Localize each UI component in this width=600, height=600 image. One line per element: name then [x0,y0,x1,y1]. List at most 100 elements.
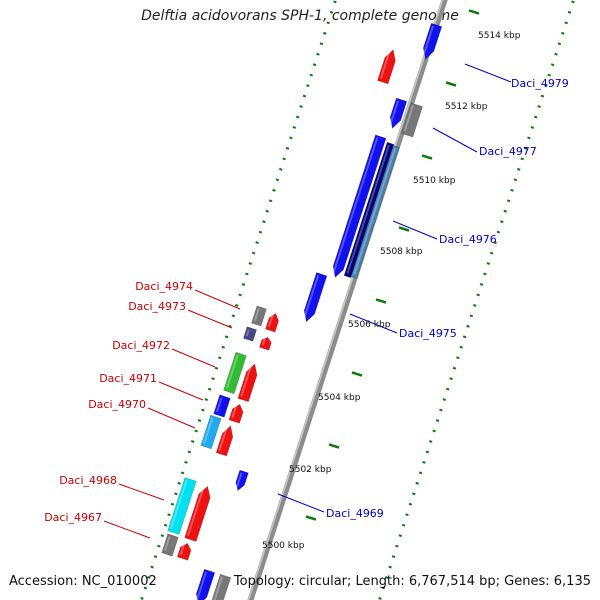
label-leader-line [187,309,233,329]
gene-block-daci-4971[interactable] [213,394,231,418]
ruler-label-5502: 5502 kbp [289,465,332,475]
gene-block-daci-4968[interactable] [167,477,197,535]
gene-arrow-daci-4970-highlight [218,426,229,451]
gene-block-daci-4974-highlight [253,308,260,322]
genome-backbone-highlight [247,0,444,600]
label-leaders [103,63,512,539]
gene-label-daci-4975[interactable]: Daci_4975 [399,327,457,340]
gene-arrow-daci-4971[interactable] [228,403,244,424]
ruler-tick [398,226,410,232]
ruler-label-5506: 5506 kbp [348,320,391,330]
gene-label-daci-4976[interactable]: Daci_4976 [439,233,497,246]
gene-block-daci-4967-highlight [164,536,171,551]
gene-block-daci-4972[interactable] [223,351,247,395]
gene-arrow-blue-bottom-highlight [195,571,207,600]
label-leader-line [103,520,151,539]
gene-arrow-daci-4974[interactable] [265,312,279,333]
gene-arrow-red-top-highlight [379,50,391,79]
gene-arrow-daci-4970[interactable] [215,425,234,457]
genes-layer [161,22,443,600]
gene-arrow-daci-4969-highlight [236,472,243,488]
ruler-label-5512: 5512 kbp [445,102,488,112]
gene-arrow-blue-5512-highlight [389,100,400,125]
gene-arrow-blue-bottom[interactable] [195,568,216,600]
genome-backbone [247,0,448,600]
label-leader-line [158,381,204,401]
gene-block-daci-4970[interactable] [200,414,222,450]
gene-label-daci-4970[interactable]: Daci_4970 [88,398,146,411]
ruler-tick [445,81,457,87]
gene-arrow-daci-4979[interactable] [422,22,443,60]
gene-label-daci-4973[interactable]: Daci_4973 [128,300,186,313]
label-leader-line [349,313,398,334]
gene-label-daci-4971[interactable]: Daci_4971 [99,372,157,385]
gene-arrow-daci-4973-highlight [261,338,266,346]
gene-block-daci-4974[interactable] [251,305,267,327]
gene-label-daci-4967[interactable]: Daci_4967 [44,511,102,524]
gene-arrow-daci-4973[interactable] [259,336,272,351]
label-leader-line [277,493,325,513]
ruler-tick [375,298,387,304]
label-leader-line [147,407,196,429]
gene-arrow-daci-4968[interactable] [184,485,211,542]
gene-label-daci-4972[interactable]: Daci_4972 [112,339,170,352]
gene-block-daci-4973-highlight [245,329,250,337]
gene-arrow-daci-4976[interactable] [332,134,387,278]
gene-block-daci-4970-highlight [203,417,214,444]
gene-label-daci-4974[interactable]: Daci_4974 [135,280,193,293]
ruler-tick [351,371,363,377]
ruler-label-5508: 5508 kbp [380,247,423,257]
gene-arrow-red-top[interactable] [377,49,396,85]
gene-label-daci-4969[interactable]: Daci_4969 [326,507,384,520]
ruler-tick [305,515,317,521]
gene-arrow-daci-4972[interactable] [237,363,258,403]
gene-arrow-daci-4975[interactable] [303,272,328,323]
gene-block-navy-5508-highlight [346,144,390,274]
gene-block-steel-5508-highlight [353,147,397,275]
gene-block-navy-5508[interactable] [343,141,395,279]
gene-arrow-blue-5512[interactable] [389,97,408,129]
gene-block-daci-4977[interactable] [401,102,423,138]
gene-label-daci-4979[interactable]: Daci_4979 [511,77,569,90]
label-leader-line [464,63,512,83]
scale-ring-outer [377,0,576,600]
gene-block-daci-4968-highlight [170,479,188,529]
gene-arrow-daci-4968-highlight [187,486,205,536]
ruler-label-5510: 5510 kbp [413,176,456,186]
gene-block-steel-5508[interactable] [350,145,400,279]
ruler-tick [328,443,340,449]
gene-block-daci-4967[interactable] [161,533,179,557]
gene-block-daci-4977-highlight [403,105,414,132]
gene-arrow-daci-4979-highlight [422,25,434,56]
gene-arrow-daci-4967-highlight [179,544,185,556]
label-leader-line [171,348,216,368]
gene-arrow-daci-4971-highlight [231,405,238,419]
gene-arrow-daci-4972-highlight [240,364,253,397]
label-leader-line [432,127,478,153]
accession-text: Accession: NC_010002 [9,574,157,589]
label-leader-line [392,220,438,240]
label-leader-line [194,289,241,310]
gene-block-daci-4972-highlight [226,354,239,389]
gene-arrow-daci-4967[interactable] [176,542,192,561]
ruler-tick [468,9,480,15]
gene-arrow-daci-4975-highlight [303,274,320,319]
ruler-label-5514: 5514 kbp [478,31,521,41]
gene-arrow-daci-4974-highlight [267,314,274,328]
ruler-label-5500: 5500 kbp [262,541,305,551]
ruler-ticks [305,9,480,521]
gene-label-daci-4968[interactable]: Daci_4968 [59,474,117,487]
gene-arrow-daci-4976-highlight [332,137,379,274]
ruler-label-5504: 5504 kbp [318,393,361,403]
gene-label-daci-4977[interactable]: Daci_4977 [479,145,537,158]
gene-block-grey-bottom[interactable] [209,573,232,600]
gene-block-daci-4971-highlight [216,397,223,412]
genome-title: Delftia acidovorans SPH-1, complete geno… [141,8,459,24]
genome-summary-text: Topology: circular; Length: 6,767,514 bp… [233,574,591,589]
label-leader-line [118,483,165,501]
gene-block-grey-bottom-highlight [213,576,223,600]
gene-block-daci-4973[interactable] [243,326,257,342]
gene-arrow-daci-4969[interactable] [235,469,249,492]
